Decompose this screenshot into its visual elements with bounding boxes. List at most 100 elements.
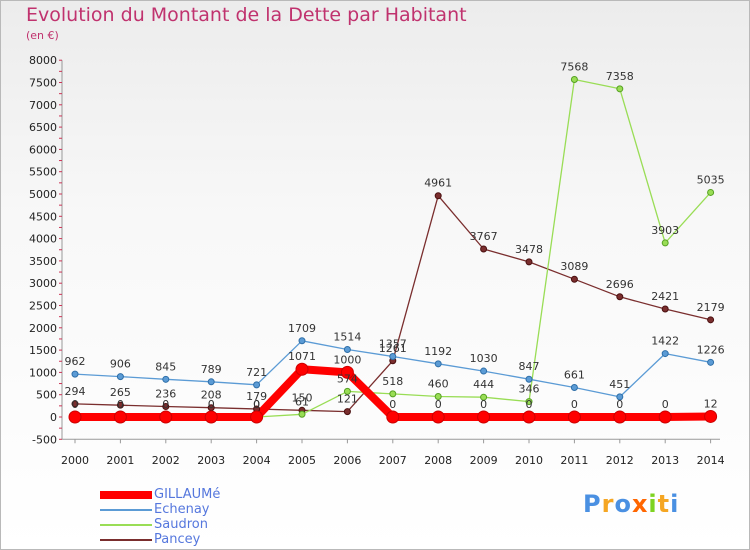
- data-label: 61: [295, 395, 309, 408]
- y-tick-label: 1500: [29, 344, 57, 357]
- y-tick-label: 3500: [29, 255, 57, 268]
- legend-label: Echenay: [154, 502, 210, 517]
- data-label: 661: [564, 369, 585, 382]
- data-label: 906: [110, 358, 131, 371]
- y-tick-label: 0: [50, 411, 57, 424]
- logo-letter: P: [583, 490, 602, 518]
- x-tick-label: 2009: [470, 454, 498, 467]
- data-label: 179: [246, 390, 267, 403]
- data-point: [570, 75, 578, 83]
- data-label: 265: [110, 386, 131, 399]
- logo-letter: i: [648, 490, 658, 518]
- data-point: [616, 393, 624, 401]
- x-tick-label: 2001: [106, 454, 134, 467]
- x-tick-label: 2005: [288, 454, 316, 467]
- chart-unit: (en €): [26, 29, 59, 42]
- data-point: [480, 393, 488, 401]
- logo-letter: r: [601, 490, 615, 518]
- x-tick-label: 2006: [333, 454, 361, 467]
- data-point: [613, 410, 627, 424]
- data-point: [343, 387, 351, 395]
- data-point: [661, 239, 669, 247]
- y-tick-label: 8000: [29, 54, 57, 67]
- data-label: 1422: [651, 335, 679, 348]
- data-label: 0: [526, 398, 533, 411]
- data-point: [343, 345, 351, 353]
- data-label: 12: [704, 397, 718, 410]
- data-point: [389, 390, 397, 398]
- data-label: 0: [162, 398, 169, 411]
- data-point: [522, 410, 536, 424]
- data-point: [707, 358, 715, 366]
- data-label: 1709: [288, 322, 316, 335]
- chart-title: Evolution du Montant de la Dette par Hab…: [26, 4, 467, 26]
- y-tick-label: 1000: [29, 366, 57, 379]
- data-point: [616, 293, 624, 301]
- x-tick-label: 2008: [424, 454, 452, 467]
- data-label: 1226: [697, 343, 725, 356]
- data-label: 0: [389, 398, 396, 411]
- y-tick-label: 5000: [29, 188, 57, 201]
- data-label: 0: [72, 398, 79, 411]
- chart-axes: -500050010001500200025003000350040004500…: [29, 54, 725, 467]
- data-label: 789: [201, 363, 222, 376]
- data-label: 962: [65, 355, 86, 368]
- data-point: [525, 398, 533, 406]
- data-labels: 0 0 0 0 0 1071 1000 0 0 0 0 0 0 0 12 962 906 845 789 721 170…: [65, 60, 725, 411]
- data-label: 460: [428, 377, 449, 390]
- data-label: 451: [609, 378, 630, 391]
- data-label: 2696: [606, 278, 634, 291]
- data-point: [707, 188, 715, 196]
- x-tick-label: 2002: [152, 454, 180, 467]
- data-point: [71, 400, 79, 408]
- data-label: 0: [571, 398, 578, 411]
- data-label: 7358: [606, 70, 634, 83]
- data-label: 0: [208, 398, 215, 411]
- data-label: 0: [480, 398, 487, 411]
- data-label: 1261: [379, 342, 407, 355]
- data-point: [567, 410, 581, 424]
- data-label: 1514: [333, 330, 361, 343]
- data-point: [480, 367, 488, 375]
- legend-label: GILLAUMé: [154, 487, 221, 502]
- data-label: 1000: [333, 353, 361, 366]
- data-label: 2421: [651, 290, 679, 303]
- data-label: 1192: [424, 345, 452, 358]
- x-tick-label: 2004: [243, 454, 271, 467]
- data-point: [159, 410, 173, 424]
- y-tick-label: 2000: [29, 322, 57, 335]
- data-label: 121: [337, 393, 358, 406]
- data-label: 845: [155, 360, 176, 373]
- data-label: 0: [616, 398, 623, 411]
- y-tick-label: 5500: [29, 166, 57, 179]
- data-label: 1030: [470, 352, 498, 365]
- data-point: [658, 410, 672, 424]
- data-point: [434, 392, 442, 400]
- data-point: [71, 370, 79, 378]
- y-tick-label: 4500: [29, 210, 57, 223]
- data-point: [477, 410, 491, 424]
- data-point: [343, 408, 351, 416]
- data-label: 294: [65, 385, 86, 398]
- data-point: [386, 410, 400, 424]
- data-label: 2179: [697, 301, 725, 314]
- legend-swatch: [100, 509, 152, 511]
- data-point: [431, 410, 445, 424]
- data-point: [68, 410, 82, 424]
- data-point: [434, 360, 442, 368]
- proxiti-logo: Proxiti: [583, 490, 679, 518]
- data-label: 1071: [288, 350, 316, 363]
- data-point: [707, 316, 715, 324]
- x-tick-label: 2010: [515, 454, 543, 467]
- x-tick-label: 2007: [379, 454, 407, 467]
- data-label: 208: [201, 389, 222, 402]
- data-point: [616, 85, 624, 93]
- data-point: [704, 409, 718, 423]
- legend-label: Pancey: [154, 532, 201, 547]
- logo-letter: i: [670, 490, 680, 518]
- data-label: 3903: [651, 224, 679, 237]
- data-label: 4961: [424, 177, 452, 190]
- data-point: [525, 375, 533, 383]
- data-point: [661, 305, 669, 313]
- y-tick-label: 500: [36, 389, 57, 402]
